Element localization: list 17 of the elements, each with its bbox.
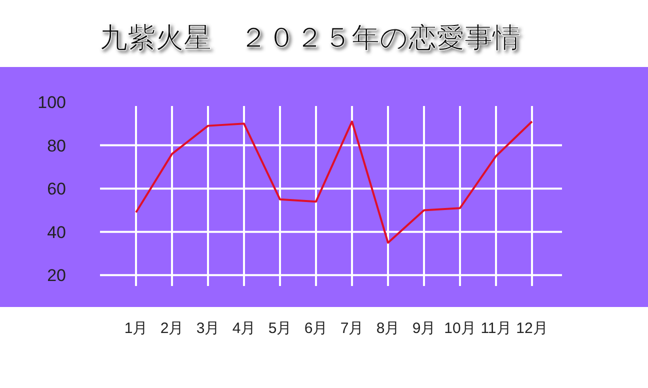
xtick: 7月: [340, 320, 364, 337]
xtick: 3月: [196, 320, 220, 337]
xtick: 5月: [268, 320, 292, 337]
xtick: 6月: [304, 320, 328, 337]
ytick: 80: [47, 136, 66, 156]
xtick: 10月: [444, 320, 476, 337]
xtick: 9月: [412, 320, 436, 337]
xtick: 8月: [376, 320, 400, 337]
ytick: 20: [47, 266, 66, 286]
xtick: 4月: [232, 320, 256, 337]
xtick: 12月: [516, 320, 548, 337]
xtick: 2月: [160, 320, 184, 337]
ytick: 100: [38, 93, 66, 112]
xtick: 1月: [124, 320, 148, 337]
ytick: 60: [47, 180, 66, 199]
ytick: 40: [47, 222, 66, 242]
xtick: 11月: [480, 320, 512, 337]
